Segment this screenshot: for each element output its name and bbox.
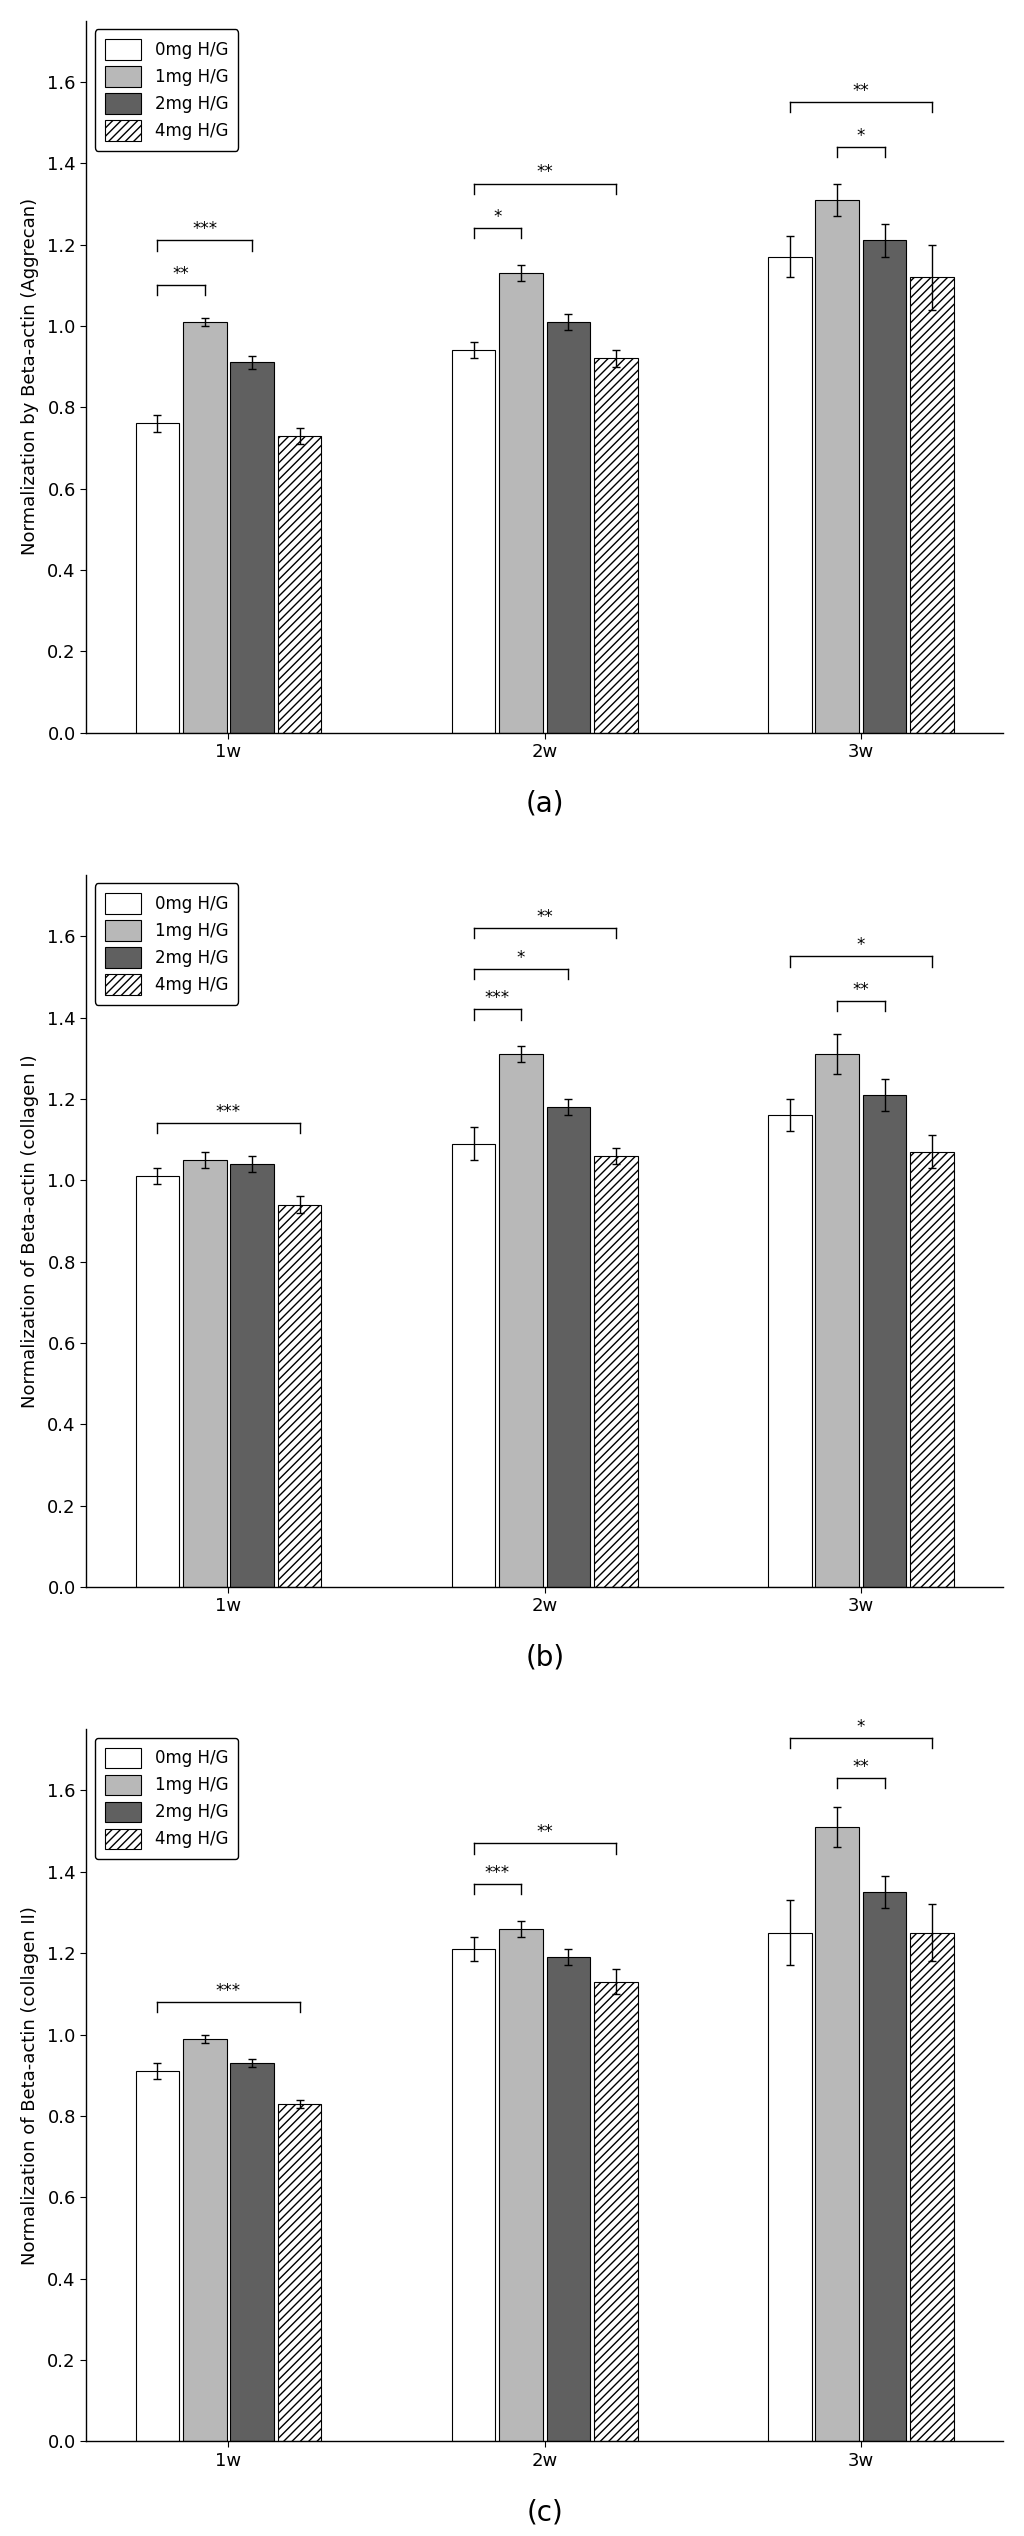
Bar — [278, 1205, 322, 1588]
Bar — [863, 1096, 906, 1588]
Y-axis label: Normalization of Beta-actin (collagen I): Normalization of Beta-actin (collagen I) — [20, 1055, 39, 1407]
Bar — [815, 1826, 859, 2442]
Bar — [135, 2072, 179, 2442]
Bar — [230, 1164, 274, 1588]
Bar — [499, 274, 543, 733]
Text: *: * — [857, 1717, 865, 1735]
Y-axis label: Normalization by Beta-actin (Aggrecan): Normalization by Beta-actin (Aggrecan) — [20, 198, 39, 555]
Text: **: ** — [537, 1823, 553, 1841]
Bar — [183, 322, 226, 733]
Text: *: * — [857, 936, 865, 954]
Bar — [135, 1177, 179, 1588]
Text: ***: *** — [193, 221, 217, 238]
Text: ***: *** — [484, 1864, 510, 1882]
Text: *: * — [517, 948, 525, 966]
Y-axis label: Normalization of Beta-actin (collagen II): Normalization of Beta-actin (collagen II… — [20, 1907, 39, 2265]
Bar — [768, 256, 812, 733]
Text: **: ** — [853, 981, 869, 999]
Bar — [183, 2039, 226, 2442]
Text: (a): (a) — [525, 789, 564, 817]
Text: *: * — [857, 127, 865, 145]
Bar — [278, 2105, 322, 2442]
Bar — [594, 358, 638, 733]
Bar — [183, 1159, 226, 1588]
Text: **: ** — [537, 162, 553, 183]
Bar — [547, 1958, 590, 2442]
Bar — [768, 1932, 812, 2442]
Bar — [910, 1932, 953, 2442]
Legend: 0mg H/G, 1mg H/G, 2mg H/G, 4mg H/G: 0mg H/G, 1mg H/G, 2mg H/G, 4mg H/G — [94, 30, 239, 150]
Text: **: ** — [853, 81, 869, 99]
Bar — [815, 200, 859, 733]
Bar — [768, 1116, 812, 1588]
Bar — [230, 363, 274, 733]
Bar — [499, 1930, 543, 2442]
Text: *: * — [494, 208, 502, 226]
Legend: 0mg H/G, 1mg H/G, 2mg H/G, 4mg H/G: 0mg H/G, 1mg H/G, 2mg H/G, 4mg H/G — [94, 883, 239, 1004]
Bar — [547, 322, 590, 733]
Bar — [278, 436, 322, 733]
Legend: 0mg H/G, 1mg H/G, 2mg H/G, 4mg H/G: 0mg H/G, 1mg H/G, 2mg H/G, 4mg H/G — [94, 1737, 239, 1859]
Text: **: ** — [173, 266, 189, 284]
Text: **: ** — [537, 908, 553, 926]
Bar — [452, 1144, 496, 1588]
Bar — [594, 1981, 638, 2442]
Text: **: ** — [853, 1757, 869, 1775]
Bar — [910, 1151, 953, 1588]
Bar — [863, 241, 906, 733]
Bar — [135, 424, 179, 733]
Text: ***: *** — [216, 1983, 241, 2001]
Text: (b): (b) — [525, 1643, 564, 1671]
Bar — [815, 1055, 859, 1588]
Bar — [863, 1892, 906, 2442]
Bar — [594, 1156, 638, 1588]
Text: ***: *** — [484, 989, 510, 1007]
Bar — [547, 1108, 590, 1588]
Bar — [452, 350, 496, 733]
Bar — [499, 1055, 543, 1588]
Bar — [910, 276, 953, 733]
Text: (c): (c) — [526, 2498, 563, 2526]
Bar — [452, 1950, 496, 2442]
Text: ***: *** — [216, 1103, 241, 1121]
Bar — [230, 2062, 274, 2442]
